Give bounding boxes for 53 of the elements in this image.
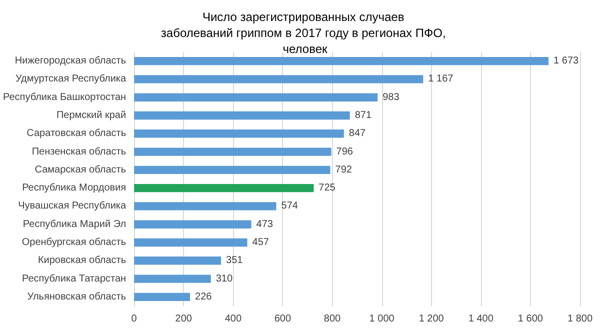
bar — [134, 274, 211, 283]
bar — [134, 238, 248, 247]
x-tick-label: 800 — [324, 314, 342, 324]
bar — [134, 256, 222, 265]
bar — [134, 75, 424, 84]
y-tick-label: Кировская область — [38, 255, 126, 266]
bar — [134, 292, 190, 302]
y-tick-label: Пензенская область — [32, 146, 126, 158]
y-tick-label: Республика Мордовия — [22, 182, 126, 194]
x-tick-label: 1 400 — [468, 314, 494, 324]
data-label: 457 — [252, 237, 270, 248]
x-tick-label: 1 800 — [567, 314, 593, 324]
data-label: 226 — [195, 291, 212, 302]
x-tick-label: 0 — [131, 314, 138, 324]
data-label: 847 — [348, 128, 366, 140]
y-tick-label: Самарская область — [34, 164, 126, 176]
bar — [134, 202, 276, 210]
y-tick-label: Чувашская Республика — [18, 200, 126, 212]
data-label: 473 — [256, 218, 274, 230]
x-tick-label: 400 — [224, 314, 242, 324]
data-label: 796 — [336, 146, 354, 158]
data-label: 1 167 — [428, 74, 454, 85]
bar — [134, 166, 330, 174]
y-tick-label: Нижегородская область — [14, 56, 126, 67]
y-tick-label: Республика Татарстан — [22, 273, 126, 284]
bar — [134, 111, 350, 120]
bar — [134, 220, 252, 228]
y-tick-label: Оренбургская область — [22, 237, 126, 248]
x-tick-label: 1 600 — [518, 314, 544, 324]
y-tick-label: Республика Марий Эл — [22, 218, 126, 230]
y-tick-label: Пермский край — [56, 110, 126, 121]
bar — [134, 56, 549, 66]
x-tick-label: 1 000 — [369, 314, 395, 324]
bar — [134, 130, 344, 138]
x-tick-label: 600 — [274, 314, 292, 324]
bar — [134, 93, 378, 102]
data-label: 351 — [226, 255, 244, 266]
y-tick-label: Удмуртская Республика — [15, 74, 126, 85]
data-label: 725 — [318, 182, 336, 194]
chart-title: Число зарегистрированных случаев заболеваний гриппом в 2017 году в регионах ПФО, человек — [160, 10, 450, 56]
y-tick-label: Ульяновская область — [27, 291, 126, 302]
y-tick-label: Республика Башкортостан — [2, 92, 126, 103]
x-tick-label: 1 200 — [418, 314, 444, 324]
bar — [134, 184, 314, 192]
data-label: 983 — [382, 92, 400, 103]
data-label: 871 — [354, 110, 372, 121]
x-tick-label: 200 — [175, 314, 192, 324]
data-label: 310 — [216, 273, 233, 284]
y-tick-label: Саратовская область — [26, 128, 126, 140]
data-label: 792 — [335, 164, 352, 176]
data-label: 1 673 — [554, 56, 579, 67]
bar — [134, 148, 332, 156]
data-label: 574 — [281, 200, 298, 212]
